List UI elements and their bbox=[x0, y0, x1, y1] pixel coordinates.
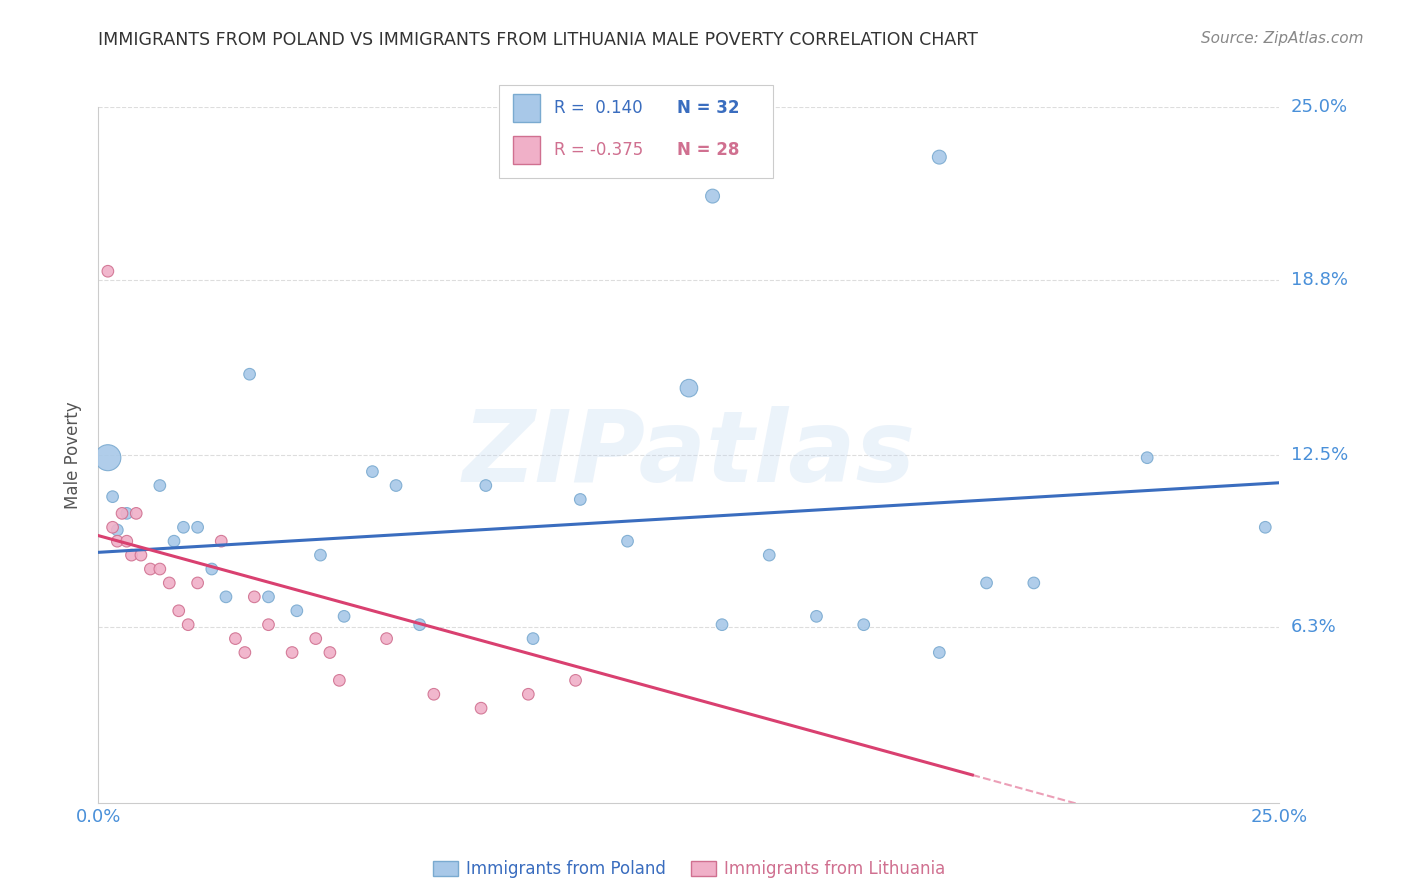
Text: IMMIGRANTS FROM POLAND VS IMMIGRANTS FROM LITHUANIA MALE POVERTY CORRELATION CHA: IMMIGRANTS FROM POLAND VS IMMIGRANTS FRO… bbox=[98, 31, 979, 49]
Point bbox=[105, 534, 128, 549]
Point bbox=[408, 617, 430, 632]
Text: 18.8%: 18.8% bbox=[1291, 270, 1347, 289]
Point bbox=[928, 646, 950, 660]
Point bbox=[177, 617, 200, 632]
Point bbox=[243, 590, 266, 604]
Y-axis label: Male Poverty: Male Poverty bbox=[65, 401, 83, 508]
Point bbox=[257, 590, 280, 604]
Point bbox=[375, 632, 398, 646]
Text: 6.3%: 6.3% bbox=[1291, 618, 1336, 637]
Point bbox=[616, 534, 638, 549]
Point bbox=[758, 548, 780, 562]
Point bbox=[702, 189, 724, 203]
Point bbox=[209, 534, 232, 549]
Point bbox=[157, 576, 180, 591]
Point bbox=[1136, 450, 1159, 465]
Point bbox=[806, 609, 828, 624]
Point bbox=[361, 465, 384, 479]
Point bbox=[305, 632, 328, 646]
Point bbox=[309, 548, 332, 562]
Point bbox=[149, 562, 172, 576]
Point bbox=[101, 520, 124, 534]
Point bbox=[233, 646, 256, 660]
Text: 12.5%: 12.5% bbox=[1291, 446, 1348, 464]
Point bbox=[678, 381, 700, 395]
Point bbox=[470, 701, 492, 715]
Point bbox=[111, 507, 134, 521]
Point bbox=[385, 478, 408, 492]
Point bbox=[167, 604, 190, 618]
Point bbox=[115, 534, 138, 549]
Point bbox=[115, 507, 138, 521]
Point bbox=[187, 576, 209, 591]
Point bbox=[522, 632, 544, 646]
Point bbox=[139, 562, 162, 576]
Bar bbox=[513, 136, 540, 164]
Point bbox=[475, 478, 498, 492]
Point bbox=[257, 617, 280, 632]
Point bbox=[333, 609, 356, 624]
Point bbox=[328, 673, 350, 688]
Point bbox=[163, 534, 186, 549]
Text: N = 32: N = 32 bbox=[678, 99, 740, 117]
Point bbox=[239, 368, 262, 382]
Point bbox=[281, 646, 304, 660]
Point bbox=[105, 523, 128, 537]
Point bbox=[285, 604, 308, 618]
Point bbox=[517, 687, 540, 701]
Point bbox=[125, 507, 148, 521]
Text: N = 28: N = 28 bbox=[678, 141, 740, 160]
Point bbox=[97, 264, 120, 278]
Point bbox=[928, 150, 950, 164]
Point bbox=[319, 646, 342, 660]
Point bbox=[121, 548, 143, 562]
Text: ZIPatlas: ZIPatlas bbox=[463, 407, 915, 503]
Text: R = -0.375: R = -0.375 bbox=[554, 141, 643, 160]
Point bbox=[852, 617, 875, 632]
Point bbox=[215, 590, 238, 604]
Point bbox=[172, 520, 194, 534]
Point bbox=[976, 576, 998, 591]
Point bbox=[711, 617, 734, 632]
Point bbox=[224, 632, 246, 646]
Legend: Immigrants from Poland, Immigrants from Lithuania: Immigrants from Poland, Immigrants from … bbox=[426, 854, 952, 885]
Point bbox=[101, 490, 124, 504]
Text: 25.0%: 25.0% bbox=[1291, 98, 1348, 116]
Bar bbox=[513, 95, 540, 122]
Point bbox=[1022, 576, 1045, 591]
Point bbox=[187, 520, 209, 534]
Point bbox=[129, 548, 152, 562]
Point bbox=[1254, 520, 1277, 534]
Text: R =  0.140: R = 0.140 bbox=[554, 99, 643, 117]
Point bbox=[564, 673, 586, 688]
Point bbox=[201, 562, 224, 576]
Point bbox=[97, 450, 120, 465]
Point bbox=[149, 478, 172, 492]
Text: Source: ZipAtlas.com: Source: ZipAtlas.com bbox=[1201, 31, 1364, 46]
Point bbox=[569, 492, 592, 507]
Point bbox=[423, 687, 446, 701]
